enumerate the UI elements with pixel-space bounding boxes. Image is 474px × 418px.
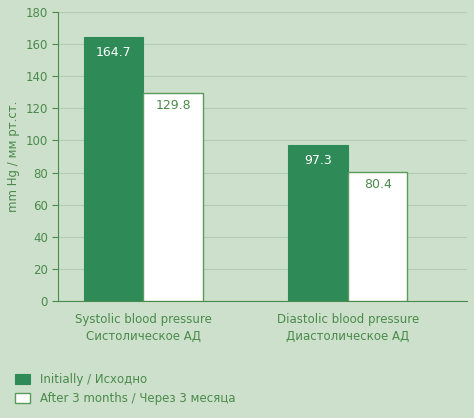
Text: 97.3: 97.3: [304, 154, 332, 167]
Text: 129.8: 129.8: [155, 99, 191, 112]
Bar: [288, 145, 348, 301]
Legend: Initially / Исходно, After 3 months / Через 3 месяца: Initially / Исходно, After 3 months / Че…: [15, 373, 236, 405]
Bar: [348, 172, 408, 301]
Text: 164.7: 164.7: [96, 46, 131, 59]
Bar: [144, 92, 203, 301]
Text: 80.4: 80.4: [364, 178, 392, 191]
Bar: [84, 36, 144, 301]
Y-axis label: mm Hg / мм рт.ст.: mm Hg / мм рт.ст.: [7, 101, 20, 212]
